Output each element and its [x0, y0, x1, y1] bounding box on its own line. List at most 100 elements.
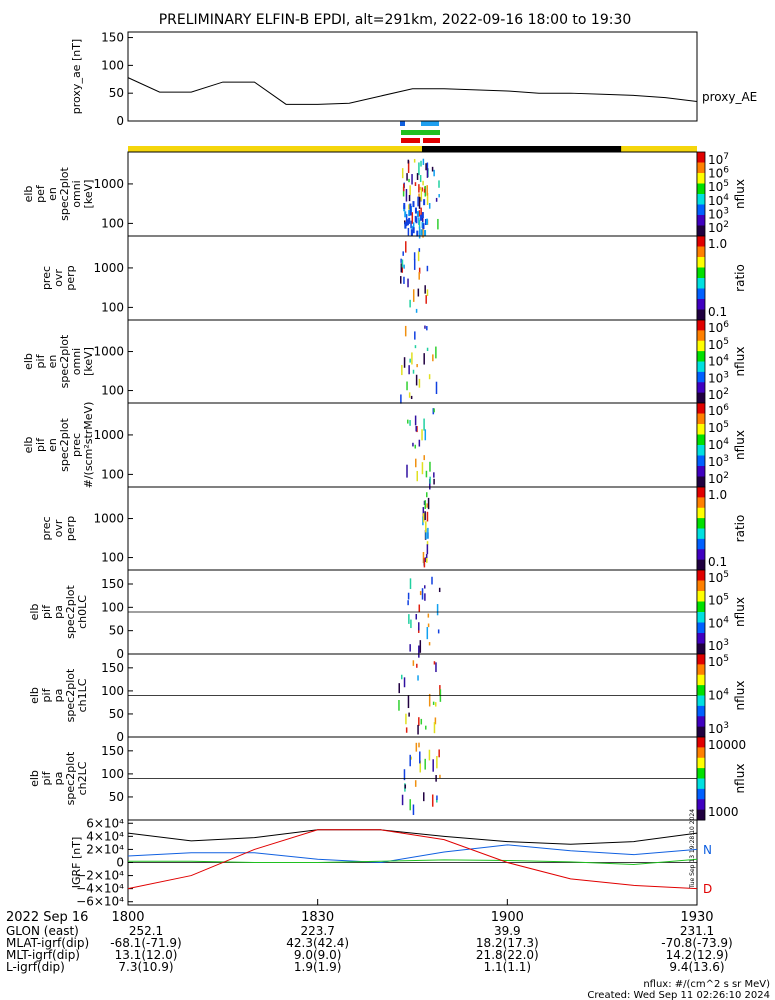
spectrogram-mark [424, 285, 426, 294]
colorbar-cell [697, 633, 705, 636]
colorbar-cell [697, 204, 705, 208]
colorbar-tick-label: 107 [708, 152, 729, 167]
spectrogram-mark [418, 645, 420, 658]
y-tick-label: 0 [116, 114, 124, 128]
spectrogram-mark [403, 264, 405, 269]
spectrogram-mark [422, 507, 425, 519]
colorbar-cell [697, 534, 705, 538]
colorbar-cell [697, 580, 705, 584]
y-axis-label: pa [52, 689, 65, 703]
status-bar-yellow [128, 146, 697, 152]
colorbar-cell [697, 797, 705, 800]
colorbar-cell [697, 766, 705, 769]
colorbar-cell [697, 618, 705, 621]
colorbar-cell [697, 261, 705, 264]
colorbar-cell [697, 718, 705, 721]
time-axis: 2022 Sep 16 1800 1830 1900 1930 [6, 899, 714, 925]
colorbar-label: ratio [733, 515, 747, 543]
panel-7: elb pif pa spec2plot ch0LC 150 100 50 0 105 105 104… [28, 569, 747, 661]
colorbar-cell [697, 489, 705, 492]
colorbar-tick-label: 102 [708, 471, 729, 486]
colorbar-cell [697, 759, 705, 763]
colorbar-cell [697, 463, 705, 467]
spectrogram-mark [424, 511, 426, 521]
spectrogram-mark [408, 712, 410, 717]
colorbar-cell [697, 175, 705, 178]
spectrogram-mark [415, 458, 417, 468]
colorbar-cell [697, 605, 705, 609]
colorbar-cell [697, 578, 705, 581]
spectrogram-mark [428, 693, 431, 707]
spectrogram-mark [419, 175, 422, 183]
spectrogram-mark [400, 258, 402, 263]
y-axis-label: elb [22, 437, 35, 454]
colorbar-cell [697, 776, 705, 779]
colorbar-cell [697, 219, 705, 222]
spectrogram-mark [420, 160, 422, 167]
orbit-row-value: -70.8(-73.9) [661, 936, 732, 950]
colorbar-cell [697, 405, 705, 408]
colorbar-tick-label: 1.0 [708, 488, 727, 502]
colorbar-cell [697, 162, 705, 166]
y-axis-label: perp [64, 516, 77, 541]
colorbar-cell [697, 407, 705, 410]
colorbar-cell [697, 584, 705, 588]
orbit-row-value: 39.9 [494, 924, 521, 938]
y-axis-label: pa [52, 605, 65, 619]
colorbar-label: nflux [733, 430, 747, 460]
spectrogram-mark [426, 326, 428, 331]
colorbar-cell [697, 495, 705, 498]
colorbar-label: nflux [733, 179, 747, 209]
spectrogram-mark [403, 276, 405, 284]
y-axis-label: en [46, 355, 59, 369]
colorbar-cell [697, 179, 705, 182]
colorbar-cell [697, 705, 705, 709]
colorbar-cell [697, 478, 705, 482]
orbit-row-value: 252.1 [129, 924, 163, 938]
spectrogram-mark [422, 180, 424, 186]
y-axis-label: [keV] [82, 180, 95, 209]
colorbar-cell [697, 229, 705, 233]
y-axis-label: elb [28, 770, 41, 787]
colorbar-cell [697, 349, 705, 352]
igrf-label-D: D [703, 882, 712, 896]
y-axis-label: pif [34, 353, 47, 368]
spectrogram-mark [423, 500, 426, 505]
spectrogram-mark [423, 188, 426, 193]
colorbar-cell [697, 778, 705, 782]
colorbar-cell [697, 365, 705, 369]
colorbar-cell [697, 730, 705, 734]
y-tick-label: 150 [101, 744, 124, 758]
colorbar-cell [697, 493, 705, 496]
spectrogram-mark [422, 158, 425, 165]
colorbar-cell [697, 724, 705, 728]
colorbar-cell [697, 164, 705, 168]
spectrogram-mark [404, 784, 407, 789]
orbit-row-value: 9.4(13.6) [669, 960, 724, 974]
y-tick-label: 50 [109, 790, 124, 804]
colorbar-cell [697, 194, 705, 197]
spectrogram-mark [414, 780, 417, 787]
spectrogram-mark [420, 718, 423, 725]
colorbar-cell [697, 780, 705, 784]
colorbar-cell [697, 697, 705, 701]
y-axis-label: #/(scm²strMeV) [82, 402, 95, 489]
colorbar-cell [697, 315, 705, 319]
spectrogram-mark [437, 629, 440, 634]
spectrogram-mark [412, 227, 415, 234]
colorbar-cell [697, 582, 705, 586]
spectrogram-mark [408, 217, 411, 224]
colorbar-cell [697, 294, 705, 298]
colorbar-cell [697, 434, 705, 438]
spectrogram-mark [406, 464, 408, 478]
spectrogram-mark [410, 756, 412, 760]
spectrogram-mark [408, 194, 411, 202]
colorbar-cell [697, 553, 705, 556]
colorbar-cell [697, 353, 705, 356]
spectrogram-mark [426, 162, 429, 171]
spectrogram-mark [409, 578, 412, 590]
spectrogram-mark [425, 295, 427, 304]
colorbar-cell [697, 244, 705, 247]
colorbar-cell [697, 728, 705, 732]
colorbar-cell [697, 390, 705, 394]
